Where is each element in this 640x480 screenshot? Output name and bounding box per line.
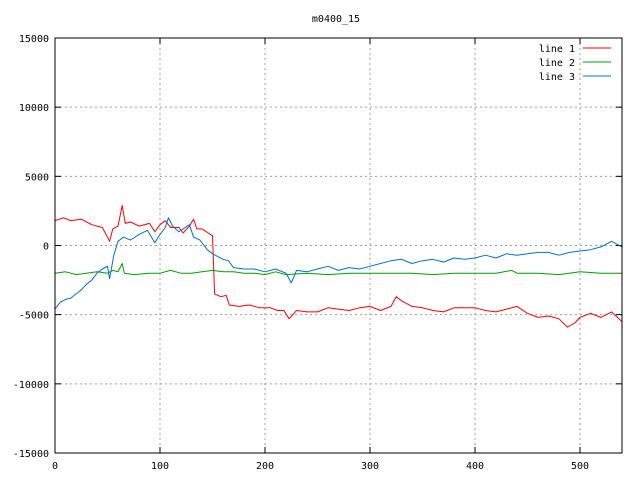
series-group: [54, 204, 623, 328]
x-tick-label: 300: [361, 461, 379, 472]
x-tick-label: 400: [466, 461, 484, 472]
series-line-3: [54, 217, 623, 310]
y-tick-label: 0: [43, 242, 49, 253]
series-line-1: [54, 204, 623, 328]
y-tick-label: 10000: [19, 103, 49, 114]
legend-label: line 1: [539, 44, 575, 55]
series-line-2: [54, 263, 622, 276]
grid: [55, 38, 622, 453]
plot-frame: [54, 37, 623, 454]
y-tick-label: -10000: [13, 380, 49, 391]
chart-title: m0400_15: [312, 14, 360, 25]
y-tick-label: -5000: [19, 311, 49, 322]
x-tick-label: 500: [571, 461, 589, 472]
axes: 0 100 200 300 400 500 -15000 -10000 -5000 0 5000 10…: [13, 34, 622, 472]
legend-label: line 2: [539, 58, 575, 69]
y-tick-label: 15000: [19, 34, 49, 45]
y-tick-label: 5000: [25, 172, 49, 183]
legend-label: line 3: [539, 72, 575, 83]
x-tick-label: 0: [52, 461, 58, 472]
x-tick-label: 200: [256, 461, 274, 472]
legend: line 1 line 2 line 3: [539, 44, 611, 83]
x-tick-label: 100: [151, 461, 169, 472]
y-tick-label: -15000: [13, 449, 49, 460]
